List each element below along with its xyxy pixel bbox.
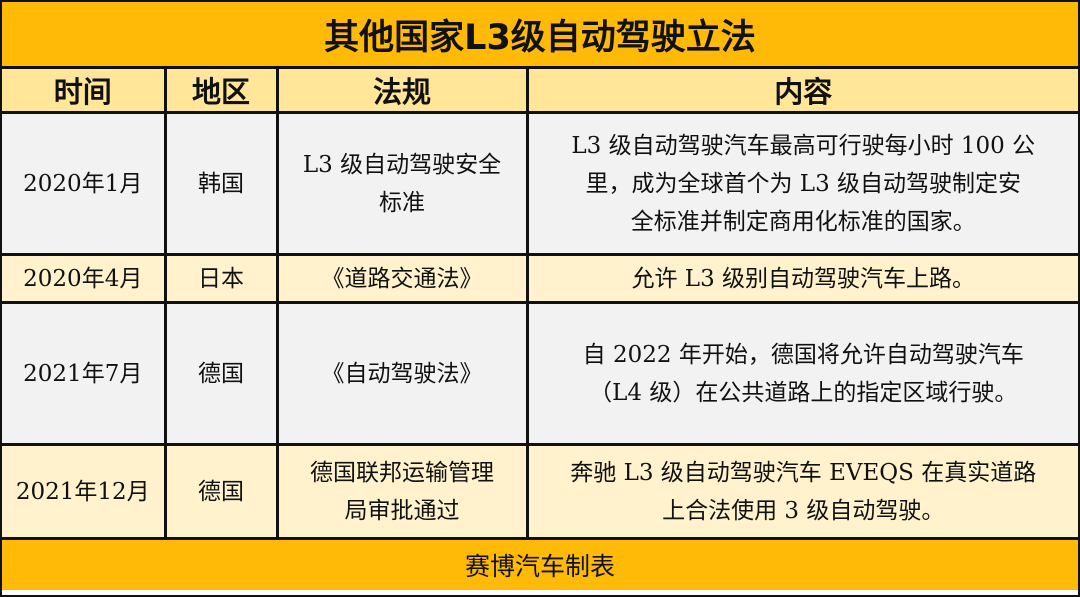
cell-law: L3 级自动驾驶安全 标准 xyxy=(275,111,529,256)
cell-law: 德国联邦运输管理 局审批通过 xyxy=(275,443,529,540)
law-line: 局审批通过 xyxy=(344,497,460,524)
cell-law: 《道路交通法》 xyxy=(275,253,529,304)
cell-region: 日本 xyxy=(163,253,279,304)
content-line: （L4 级）在公共道路上的指定区域行驶。 xyxy=(589,379,1018,406)
cell-time: 2020年1月 xyxy=(2,111,167,256)
cell-law: 《自动驾驶法》 xyxy=(275,301,529,446)
content-line: 允许 L3 级别自动驾驶汽车上路。 xyxy=(631,265,976,292)
content-line: 里，成为全球首个为 L3 级自动驾驶制定安 xyxy=(585,170,1022,197)
table-row: 2021年7月 德国 《自动驾驶法》 自 2022 年开始，德国将允许自动驾驶汽… xyxy=(2,301,1078,446)
header-region: 地区 xyxy=(163,66,279,114)
cell-region: 德国 xyxy=(163,301,279,446)
table-row: 2020年1月 韩国 L3 级自动驾驶安全 标准 L3 级自动驾驶汽车最高可行驶每… xyxy=(2,111,1078,256)
content-line: 全标准并制定商用化标准的国家。 xyxy=(630,208,976,235)
table-row: 2020年4月 日本 《道路交通法》 允许 L3 级别自动驾驶汽车上路。 xyxy=(2,253,1078,304)
cell-region: 德国 xyxy=(163,443,279,540)
cell-content: 自 2022 年开始，德国将允许自动驾驶汽车 （L4 级）在公共道路上的指定区域行… xyxy=(525,301,1078,446)
cell-region: 韩国 xyxy=(163,111,279,256)
table-title: 其他国家L3级自动驾驶立法 xyxy=(2,2,1078,69)
cell-time: 2021年12月 xyxy=(2,443,167,540)
law-line: 德国联邦运输管理 xyxy=(310,459,494,486)
table-footer-credit: 赛博汽车制表 xyxy=(2,537,1078,590)
table-row: 2021年12月 德国 德国联邦运输管理 局审批通过 奔驰 L3 级自动驾驶汽车 … xyxy=(2,443,1078,540)
header-law: 法规 xyxy=(275,66,529,114)
content-line: 奔驰 L3 级自动驾驶汽车 EVEQS 在真实道路 xyxy=(570,459,1037,486)
cell-content: L3 级自动驾驶汽车最高可行驶每小时 100 公里，成为全球首个为 L3 级自动… xyxy=(525,111,1078,256)
header-content: 内容 xyxy=(525,66,1078,114)
law-line: 《自动驾驶法》 xyxy=(321,360,483,387)
cell-content: 奔驰 L3 级自动驾驶汽车 EVEQS 在真实道路 上合法使用 3 级自动驾驶。 xyxy=(525,443,1078,540)
cell-content: 允许 L3 级别自动驾驶汽车上路。 xyxy=(525,253,1078,304)
law-line: L3 级自动驾驶安全 xyxy=(302,151,502,178)
cell-time: 2021年7月 xyxy=(2,301,167,446)
cell-time: 2020年4月 xyxy=(2,253,167,304)
content-line: 上合法使用 3 级自动驾驶。 xyxy=(662,497,945,524)
law-line: 《道路交通法》 xyxy=(321,265,483,292)
header-time: 时间 xyxy=(2,66,167,114)
content-line: L3 级自动驾驶汽车最高可行驶每小时 100 公 xyxy=(571,132,1036,159)
law-line: 标准 xyxy=(379,189,425,216)
content-line: 自 2022 年开始，德国将允许自动驾驶汽车 xyxy=(582,341,1024,368)
